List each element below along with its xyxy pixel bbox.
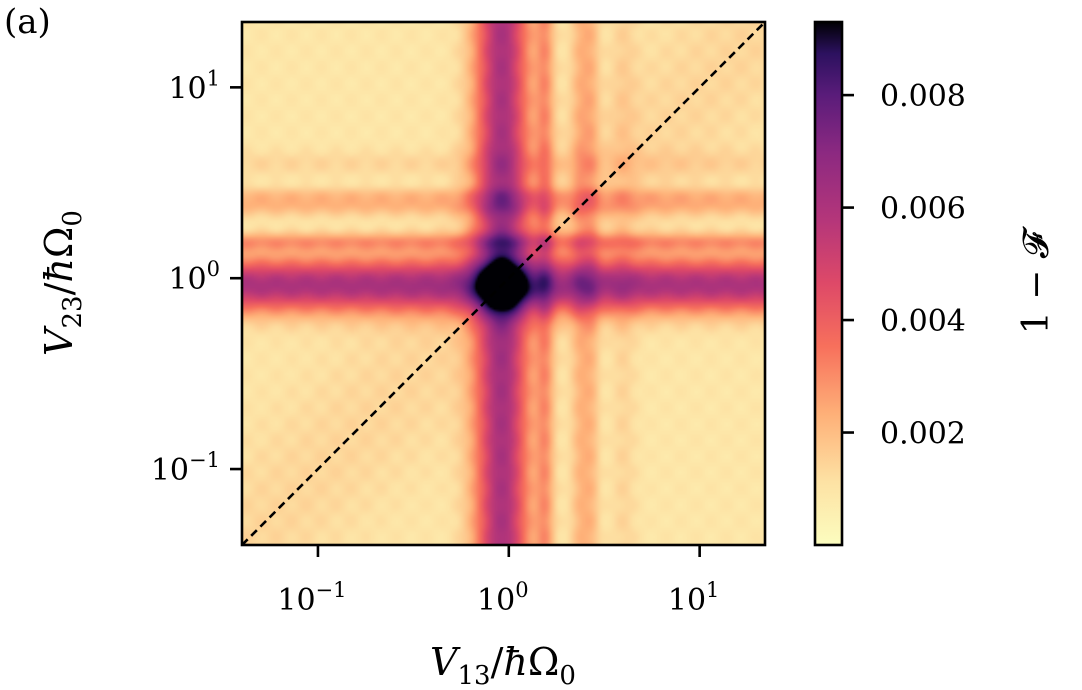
x-tick-label: 10−1 bbox=[277, 578, 346, 618]
colorbar-label: 1 − 𝓕 bbox=[1016, 225, 1057, 334]
plot-frame bbox=[240, 20, 767, 547]
x-tick-label: 100 bbox=[477, 578, 529, 618]
y-tick-label: 100 bbox=[168, 257, 220, 297]
colorbar-ticks: 0.002 0.004 0.006 0.008 bbox=[842, 79, 966, 452]
y-axis-label: V23/ħΩ0 bbox=[37, 210, 88, 356]
colorbar-tick-label: 0.006 bbox=[880, 192, 966, 227]
diagonal-reference-line bbox=[242, 22, 765, 545]
x-tick-label: 101 bbox=[668, 578, 720, 618]
y-tick-label: 101 bbox=[168, 66, 220, 106]
colorbar-tick-label: 0.004 bbox=[880, 304, 966, 339]
colorbar bbox=[813, 20, 844, 547]
x-axis-label: V13/ħΩ0 bbox=[430, 640, 576, 690]
y-axis: 10−1 100 101 bbox=[151, 66, 242, 488]
panel-label: (a) bbox=[4, 2, 51, 42]
x-axis: 10−1 100 101 bbox=[277, 545, 719, 618]
y-tick-label: 10−1 bbox=[151, 448, 220, 488]
colorbar-tick-label: 0.002 bbox=[880, 417, 966, 452]
colorbar-tick-label: 0.008 bbox=[880, 79, 966, 114]
